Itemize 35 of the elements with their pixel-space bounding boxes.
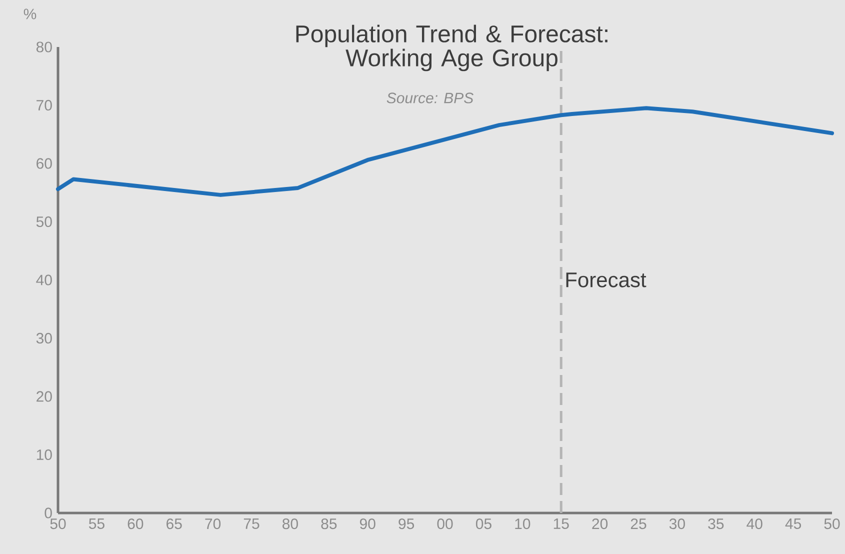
annotation: Source: BPS — [386, 92, 474, 104]
chart-title: Population Trend & Forecast: Working Age Group — [296, 24, 608, 72]
x-tick-label: 65 — [166, 518, 182, 530]
y-tick-label: 70 — [36, 100, 52, 111]
y-tick-label: 10 — [36, 449, 52, 460]
x-tick-label: 45 — [785, 518, 802, 529]
x-tick-label: 05 — [476, 518, 492, 530]
y-tick-label: 80 — [36, 42, 52, 52]
y-tick-label: 20 — [36, 391, 52, 402]
y-tick-label: 40 — [36, 274, 52, 286]
x-tick-label: 20 — [592, 518, 608, 530]
x-tick-label: 70 — [205, 518, 221, 530]
y-tick-label: 30 — [36, 332, 52, 344]
y-tick-label: 60 — [36, 158, 52, 169]
y-tick-label: 0 — [44, 508, 52, 518]
x-tick-label: 50 — [50, 518, 66, 530]
x-tick-label: 15 — [554, 518, 569, 529]
x-tick-label: 00 — [437, 518, 453, 530]
x-tick-label: 75 — [244, 518, 260, 529]
x-tick-label: 95 — [398, 518, 414, 530]
x-tick-label: 35 — [708, 518, 724, 530]
x-tick-label: 55 — [88, 518, 104, 529]
y-axis-title: % — [24, 8, 36, 20]
x-tick-label: 90 — [360, 518, 376, 530]
ref-line-label: Forecast — [566, 272, 646, 288]
x-tick-label: 40 — [746, 518, 762, 530]
x-tick-label: 10 — [515, 518, 530, 530]
x-tick-label: 85 — [321, 518, 337, 530]
x-tick-label: 80 — [282, 518, 298, 530]
y-tick-label: 50 — [36, 216, 52, 228]
x-tick-label: 30 — [669, 518, 685, 530]
x-tick-label: 60 — [128, 518, 144, 530]
x-tick-label: 50 — [824, 518, 840, 530]
line-series — [56, 106, 834, 197]
x-tick-label: 25 — [630, 518, 646, 530]
